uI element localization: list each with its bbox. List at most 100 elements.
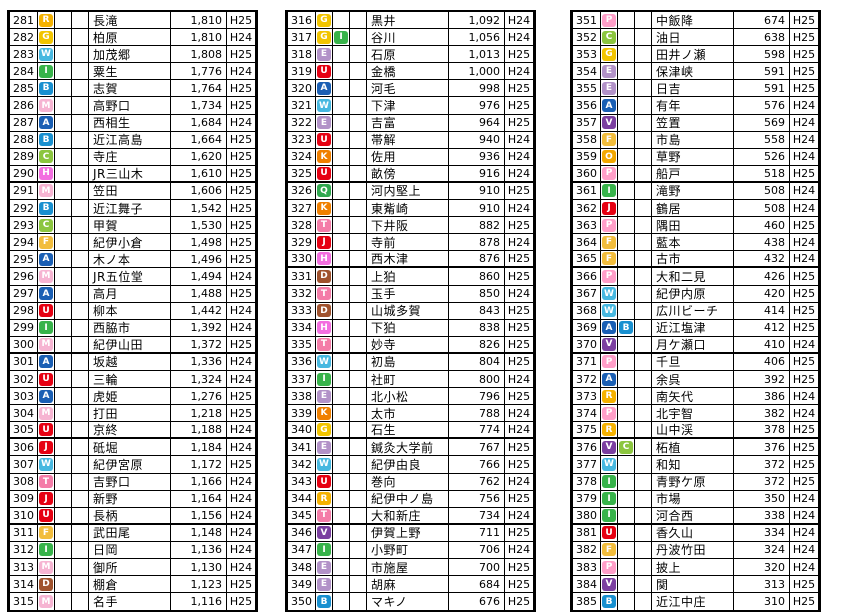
line-badge-cell: W (38, 46, 55, 63)
rank-number: 288 (10, 131, 38, 148)
passenger-count: 1,684 (171, 114, 227, 131)
line-badge-cell: U (316, 131, 333, 148)
station-name: 京終 (89, 422, 171, 438)
line-badge: V (602, 440, 616, 454)
table-row: 355 E 日吉 591 H25 (573, 80, 818, 98)
rank-number: 357 (573, 114, 601, 131)
line-badge-cell: I (333, 29, 350, 46)
line-badge: W (602, 287, 616, 301)
table-row: 380 I 河合西 338 H24 (573, 507, 818, 525)
line-badge-cell (635, 370, 652, 388)
line-badge: R (39, 13, 53, 27)
survey-year: H24 (507, 475, 531, 489)
survey-year: H25 (229, 99, 253, 113)
table-row: 293 C 甲賀 1,530 H25 (10, 217, 255, 235)
line-badge: O (602, 150, 616, 164)
line-badge: T (317, 337, 331, 351)
survey-year: H24 (792, 543, 816, 557)
passenger-count: 1,542 (171, 200, 227, 217)
line-badge: V (602, 337, 616, 351)
line-badge-cell: F (601, 541, 618, 558)
passenger-count: 1,734 (171, 97, 227, 114)
line-badge-cell (635, 336, 652, 352)
line-badge-cell (72, 559, 89, 576)
line-badge: H (317, 252, 331, 266)
line-badge-cell: U (38, 370, 55, 388)
rank-number: 290 (10, 165, 38, 181)
rank-number: 360 (573, 165, 601, 181)
line-badge-cell: U (316, 165, 333, 181)
passenger-count: 1,136 (171, 541, 227, 558)
station-name: 佐用 (367, 148, 449, 165)
rank-number: 340 (288, 422, 316, 438)
rank-number: 363 (573, 217, 601, 234)
line-badge-cell (72, 507, 89, 523)
passenger-count: 1,810 (171, 29, 227, 46)
line-badge-cell: A (316, 80, 333, 97)
station-name: 志賀 (89, 80, 171, 97)
line-badge-cell (618, 234, 635, 251)
line-badge-cell (350, 46, 367, 63)
station-name: 上狛 (367, 268, 449, 285)
line-badge: M (39, 184, 53, 198)
rank-number: 329 (288, 234, 316, 251)
line-badge-cell: W (601, 456, 618, 473)
passenger-count: 392 (734, 370, 790, 388)
line-badge-cell: U (38, 302, 55, 319)
table-row: 367 W 紀伊内原 420 H25 (573, 285, 818, 303)
line-badge: A (317, 81, 331, 95)
line-badge: P (602, 406, 616, 420)
line-badge: I (39, 321, 53, 335)
rank-number: 383 (573, 559, 601, 576)
line-badge-cell: R (601, 388, 618, 405)
line-badge: B (39, 81, 53, 95)
table-row: 323 U 帯解 940 H24 (288, 131, 533, 149)
line-badge-cell: I (38, 63, 55, 80)
line-badge-cell: U (38, 507, 55, 523)
line-badge-cell: A (38, 114, 55, 131)
line-badge-cell (333, 353, 350, 370)
passenger-count: 1,172 (171, 456, 227, 473)
line-badge-cell (350, 80, 367, 97)
survey-year: H25 (507, 252, 531, 266)
table-row: 295 A 木ノ本 1,496 H25 (10, 251, 255, 269)
line-badge-cell (635, 319, 652, 336)
passenger-count: 334 (734, 524, 790, 541)
line-badge-cell (350, 285, 367, 302)
passenger-count: 1,324 (171, 370, 227, 388)
line-badge: P (602, 166, 616, 180)
survey-year: H25 (792, 304, 816, 318)
station-name: 新野 (89, 490, 171, 507)
rank-number: 301 (10, 353, 38, 370)
survey-year: H24 (507, 406, 531, 420)
line-badge-cell (333, 473, 350, 490)
survey-year: H24 (507, 30, 531, 44)
line-badge: A (39, 116, 53, 130)
table-row: 335 T 妙寺 826 H25 (288, 336, 533, 354)
table-row: 351 P 中飯降 674 H25 (573, 12, 818, 30)
survey-year: H24 (507, 13, 531, 27)
line-badge-cell (55, 97, 72, 114)
line-badge: A (39, 252, 53, 266)
line-badge-cell: B (38, 200, 55, 217)
line-badge-cell: I (38, 319, 55, 336)
line-badge: Q (317, 184, 331, 198)
rank-number: 287 (10, 114, 38, 131)
line-badge-cell (55, 63, 72, 80)
line-badge-cell: E (316, 559, 333, 576)
line-badge-cell (55, 268, 72, 285)
line-badge-cell: E (316, 114, 333, 131)
line-badge: I (317, 372, 331, 386)
rank-number: 332 (288, 285, 316, 302)
line-badge-cell (350, 559, 367, 576)
station-name: 巻向 (367, 473, 449, 490)
passenger-count: 876 (449, 251, 505, 267)
line-badge-cell (635, 473, 652, 490)
table-row: 341 E 鍼灸大学前 767 H25 (288, 439, 533, 457)
rank-number: 324 (288, 148, 316, 165)
rank-number: 349 (288, 576, 316, 593)
table-row: 379 I 市場 350 H24 (573, 490, 818, 508)
rank-number: 373 (573, 388, 601, 405)
rank-number: 304 (10, 405, 38, 422)
line-badge-cell (55, 148, 72, 165)
